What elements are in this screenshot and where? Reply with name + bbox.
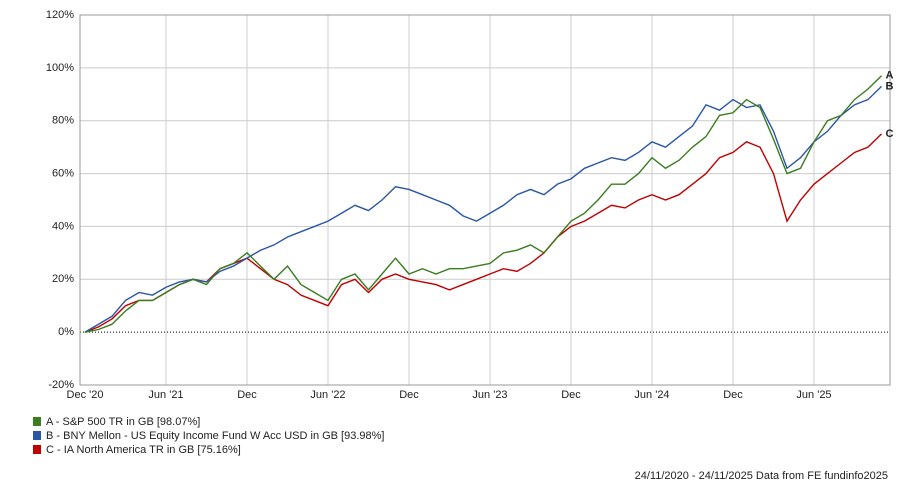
legend-swatch <box>33 445 41 454</box>
y-tick-label: 0% <box>58 326 74 338</box>
y-tick-label: 20% <box>52 273 74 285</box>
series-line <box>84 75 882 333</box>
y-tick-label: 120% <box>46 9 74 21</box>
end-label: A <box>886 70 894 82</box>
legend-label: A - S&P 500 TR in GB [98.07%] <box>46 416 200 428</box>
x-tick-label: Dec <box>399 389 419 401</box>
y-tick-label: 100% <box>46 62 74 74</box>
series-line <box>84 133 882 333</box>
y-tick-label: 40% <box>52 220 74 232</box>
footer: 24/11/2020 - 24/11/2025 Data from FE fun… <box>635 470 888 482</box>
x-tick-label: Jun '23 <box>472 389 507 401</box>
x-tick-label: Jun '24 <box>634 389 669 401</box>
y-tick-label: 60% <box>52 167 74 179</box>
legend-label: C - IA North America TR in GB [75.16%] <box>46 444 241 456</box>
legend-swatch <box>33 417 41 426</box>
series-line <box>84 85 882 333</box>
y-tick-label: 80% <box>52 115 74 127</box>
x-tick-label: Dec <box>561 389 581 401</box>
legend-label: B - BNY Mellon - US Equity Income Fund W… <box>46 430 384 442</box>
x-tick-label: Dec '20 <box>67 389 104 401</box>
plot-frame <box>79 14 891 386</box>
y-tick-label: -20% <box>48 379 74 391</box>
x-tick-label: Jun '21 <box>148 389 183 401</box>
x-tick-label: Dec <box>723 389 743 401</box>
legend-swatch <box>33 431 41 440</box>
end-label: C <box>886 128 894 140</box>
x-tick-label: Dec <box>237 389 257 401</box>
x-tick-label: Jun '22 <box>310 389 345 401</box>
end-label: B <box>886 80 894 92</box>
x-tick-label: Jun '25 <box>796 389 831 401</box>
